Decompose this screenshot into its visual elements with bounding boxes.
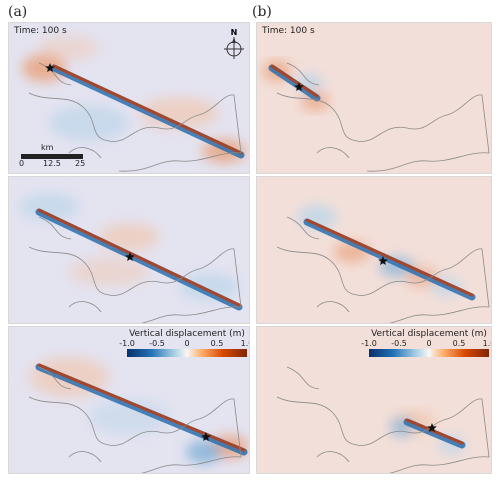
- displacement-lobe: [49, 105, 129, 141]
- time-label: Time: 100 s: [262, 26, 315, 36]
- time-label: Time: 100 s: [14, 26, 67, 36]
- colorbar-tick: -0.5: [149, 339, 165, 348]
- coastline: [28, 92, 242, 172]
- colorbar-title: Vertical displacement (m): [371, 329, 487, 339]
- scale-unit: km: [41, 143, 54, 152]
- north-label: N: [231, 28, 238, 37]
- coastline: [286, 216, 350, 313]
- colorbar-ticks: -1.0 -0.5 0 0.5 1.0: [361, 339, 491, 349]
- displacement-lobe: [39, 36, 99, 60]
- panel-b-top: Time: 100 s: [256, 22, 492, 174]
- panel-a-middle: [8, 176, 250, 324]
- fault-trace-red: [305, 218, 474, 297]
- displacement-lobe: [89, 399, 169, 435]
- fault-trace-blue: [303, 218, 476, 301]
- colorbar-title: Vertical displacement (m): [129, 329, 245, 339]
- coastline: [276, 92, 490, 172]
- displacement-map: [257, 23, 491, 173]
- colorbar-tick: -1.0: [361, 339, 377, 348]
- displacement-map: [9, 177, 249, 323]
- displacement-map: [257, 177, 491, 323]
- panel-a-bottom: Vertical displacement (m) -1.0 -0.5 0 0.…: [8, 326, 250, 474]
- star-icon: [294, 82, 304, 91]
- fault-trace-red: [37, 208, 241, 307]
- coastline: [38, 366, 102, 463]
- colorbar-b: Vertical displacement (m) -1.0 -0.5 0 0.…: [361, 329, 491, 357]
- panel-a-top: Time: 100 s N km 0 12.5 25: [8, 22, 250, 174]
- colorbar-tick: 1.0: [240, 339, 249, 348]
- displacement-lobe: [186, 440, 222, 464]
- displacement-lobe: [139, 97, 219, 129]
- coastline: [38, 216, 102, 313]
- displacement-lobe: [19, 193, 79, 221]
- star-icon: [125, 252, 135, 261]
- displacement-map: [9, 23, 249, 173]
- colorbar-a: Vertical displacement (m) -1.0 -0.5 0 0.…: [119, 329, 249, 357]
- coastline: [286, 366, 350, 463]
- colorbar-tick: 1.0: [482, 339, 491, 348]
- fault-trace-blue: [35, 363, 248, 456]
- colorbar-gradient: [127, 349, 247, 357]
- scale-tick-0: 0: [19, 159, 25, 168]
- coastline: [28, 246, 242, 323]
- colorbar-tick: 0: [426, 339, 432, 348]
- coastline: [286, 62, 350, 159]
- compass-icon: N: [223, 27, 245, 61]
- panel-b-middle: [256, 176, 492, 324]
- fault-trace-blue: [50, 64, 245, 159]
- displacement-lobe: [69, 258, 149, 286]
- star-icon: [378, 256, 388, 265]
- fault-trace-red: [270, 64, 319, 98]
- map-background: [257, 23, 491, 173]
- scale-tick-2: 25: [75, 159, 86, 168]
- colorbar-tick: 0.5: [210, 339, 224, 348]
- panel-b-bottom: Vertical displacement (m) -1.0 -0.5 0 0.…: [256, 326, 492, 474]
- coastline: [276, 246, 490, 323]
- column-label-b: (b): [252, 4, 272, 20]
- scale-tick-1: 12.5: [43, 159, 61, 168]
- star-icon: [201, 432, 211, 441]
- coastline: [28, 396, 242, 473]
- displacement-lobe: [179, 273, 239, 301]
- column-label-a: (a): [8, 4, 28, 20]
- star-icon: [427, 423, 437, 432]
- fault-trace-blue: [268, 64, 321, 102]
- fault-trace-blue: [35, 208, 243, 311]
- coastline: [38, 62, 102, 159]
- colorbar-tick: -1.0: [119, 339, 135, 348]
- fault-trace-red: [52, 64, 243, 155]
- star-icon: [45, 63, 55, 72]
- colorbar-gradient: [369, 349, 489, 357]
- colorbar-tick: 0.5: [452, 339, 466, 348]
- colorbar-ticks: -1.0 -0.5 0 0.5 1.0: [119, 339, 249, 349]
- colorbar-tick: 0: [184, 339, 190, 348]
- fault-trace-blue: [403, 418, 466, 449]
- colorbar-tick: -0.5: [391, 339, 407, 348]
- scale-bar: km 0 12.5 25: [19, 143, 99, 169]
